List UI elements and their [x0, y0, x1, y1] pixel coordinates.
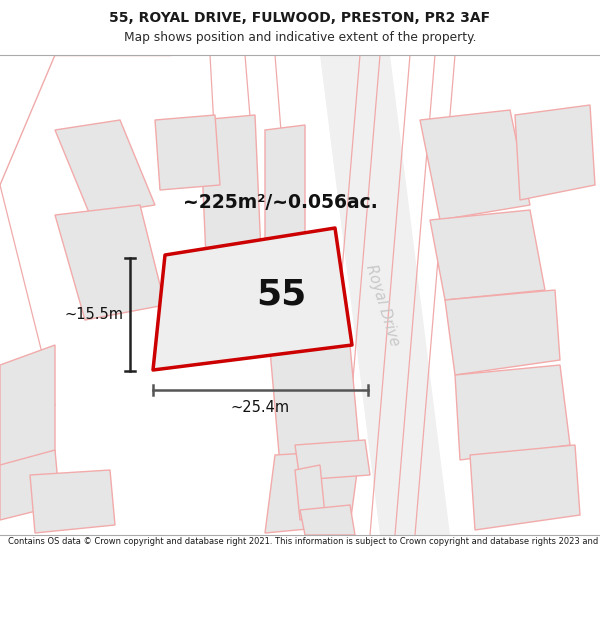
Text: 55, ROYAL DRIVE, FULWOOD, PRESTON, PR2 3AF: 55, ROYAL DRIVE, FULWOOD, PRESTON, PR2 3…	[109, 11, 491, 25]
Polygon shape	[55, 120, 155, 215]
Polygon shape	[430, 210, 545, 300]
Polygon shape	[445, 290, 560, 375]
Text: Contains OS data © Crown copyright and database right 2021. This information is : Contains OS data © Crown copyright and d…	[8, 537, 600, 546]
Polygon shape	[155, 115, 220, 190]
Polygon shape	[265, 450, 360, 533]
Polygon shape	[320, 55, 450, 535]
Polygon shape	[0, 450, 60, 520]
Text: Royal Drive: Royal Drive	[364, 262, 403, 348]
Polygon shape	[200, 115, 265, 350]
Polygon shape	[420, 110, 530, 220]
Polygon shape	[470, 445, 580, 530]
Polygon shape	[30, 470, 115, 533]
Polygon shape	[265, 125, 305, 340]
Polygon shape	[455, 365, 570, 460]
Polygon shape	[270, 345, 360, 465]
Polygon shape	[0, 345, 55, 475]
Polygon shape	[295, 465, 325, 520]
Polygon shape	[153, 228, 352, 370]
Text: Map shows position and indicative extent of the property.: Map shows position and indicative extent…	[124, 31, 476, 44]
Text: ~225m²/~0.056ac.: ~225m²/~0.056ac.	[182, 194, 377, 213]
Text: ~15.5m: ~15.5m	[64, 307, 123, 322]
Text: 55: 55	[256, 278, 307, 311]
Polygon shape	[55, 205, 165, 320]
Polygon shape	[295, 440, 370, 480]
Polygon shape	[300, 505, 355, 535]
Text: ~25.4m: ~25.4m	[231, 399, 290, 414]
Polygon shape	[515, 105, 595, 200]
